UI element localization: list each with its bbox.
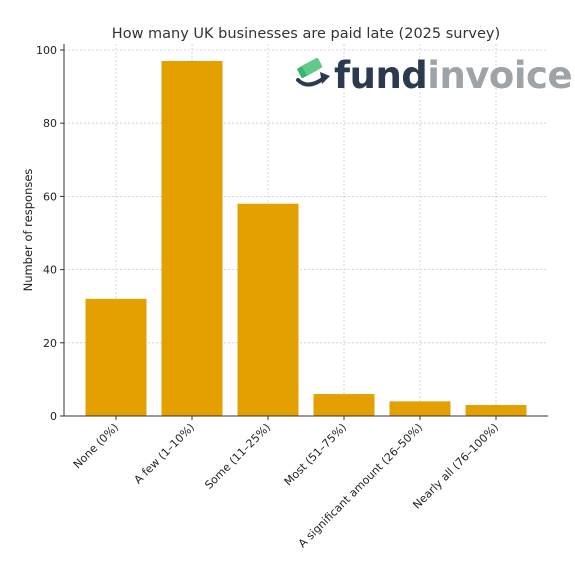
y-tick-label: 0 [50, 410, 57, 423]
bars [85, 60, 527, 416]
x-tick-label: Some (11–25%) [202, 421, 273, 492]
x-tick-label: Most (51–75%) [282, 421, 349, 488]
y-tick-label: 20 [43, 337, 57, 350]
bar [465, 405, 527, 416]
y-tick-label: 60 [43, 190, 57, 203]
svg-text:fundinvoice: fundinvoice [334, 54, 572, 97]
x-tick-label: Nearly all (76–100%) [410, 421, 501, 512]
fundinvoice-logo: fundinvoice [296, 54, 573, 97]
x-tick-label: A significant amount (26–50%) [296, 421, 425, 550]
bar [237, 203, 299, 416]
x-tick-label: None (0%) [71, 421, 121, 471]
logo-fund-text: fund [334, 54, 427, 97]
y-tick-label: 100 [36, 44, 57, 57]
y-tick-label: 40 [43, 264, 57, 277]
bar [313, 394, 375, 416]
x-tick-label: A few (1–10%) [132, 421, 198, 487]
bar [389, 401, 451, 416]
x-tick-labels: None (0%) A few (1–10%) Some (11–25%) Most … [71, 421, 501, 550]
bar [85, 298, 147, 416]
y-axis-label: Number of responses [21, 169, 35, 292]
bar [161, 60, 223, 416]
chart-title: How many UK businesses are paid late (20… [112, 26, 500, 42]
y-tick-label: 80 [43, 117, 57, 130]
axes [60, 44, 548, 420]
money-arrow-icon [296, 57, 330, 87]
y-tick-labels: 0 20 40 60 80 100 [36, 44, 57, 423]
logo-invoice-text: invoice [427, 54, 572, 97]
